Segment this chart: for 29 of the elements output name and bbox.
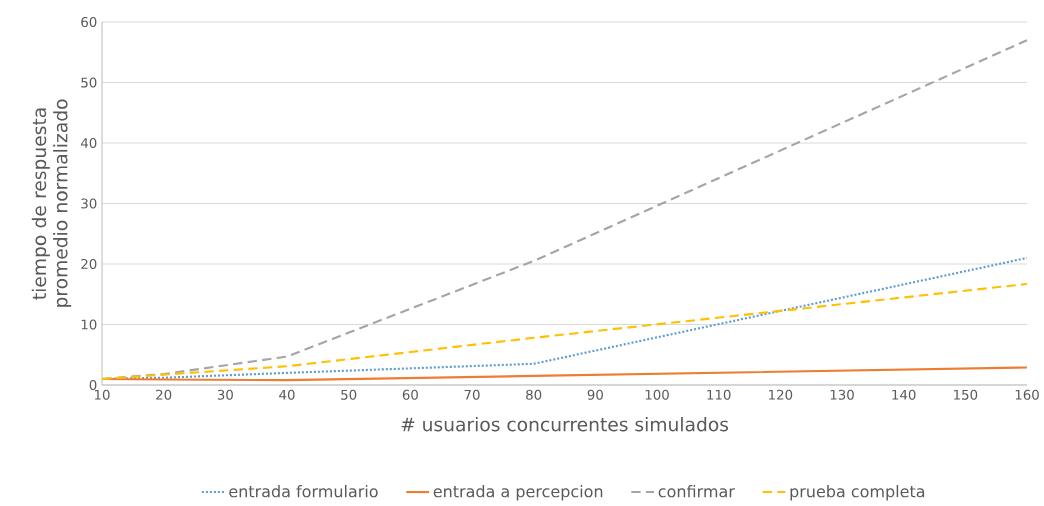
x-tick-label: 120	[769, 389, 793, 400]
legend-label: prueba completa	[790, 484, 925, 501]
x-tick-label: 60	[402, 389, 418, 400]
x-tick-label: 20	[156, 389, 172, 400]
x-tick-label: 100	[645, 389, 669, 400]
x-tick-label: 90	[587, 389, 603, 400]
x-tick-label: 50	[341, 389, 357, 400]
x-tick-label: 140	[892, 389, 916, 400]
x-tick-label: 130	[830, 389, 854, 400]
legend-label: confirmar	[658, 484, 735, 498]
legend-label: entrada a percepcion	[433, 484, 603, 501]
x-tick-label: 160	[1015, 389, 1039, 400]
y-tick-label: 10	[81, 319, 97, 330]
y-tick-label: 0	[89, 379, 97, 391]
x-tick-label: 70	[464, 389, 480, 400]
y-tick-label: 40	[80, 137, 97, 149]
x-tick-label: 80	[526, 389, 542, 400]
x-tick-label: 150	[954, 389, 978, 400]
y-tick-label: 50	[81, 77, 97, 88]
x-tick-label: 40	[279, 389, 295, 400]
x-tick-label: 10	[94, 389, 110, 400]
x-tick-label: 110	[707, 389, 731, 400]
x-tick-label: 30	[217, 389, 233, 400]
y-tick-label: 20	[81, 258, 97, 270]
x-axis-title: # usuarios concurrentes simulados	[401, 416, 729, 432]
y-tick-label: 30	[81, 198, 97, 209]
legend-label: entrada formulario	[229, 484, 378, 498]
y-tick-label: 60	[81, 16, 97, 28]
y-axis-title: tiempo de respuesta promedio normalizado	[31, 99, 72, 307]
